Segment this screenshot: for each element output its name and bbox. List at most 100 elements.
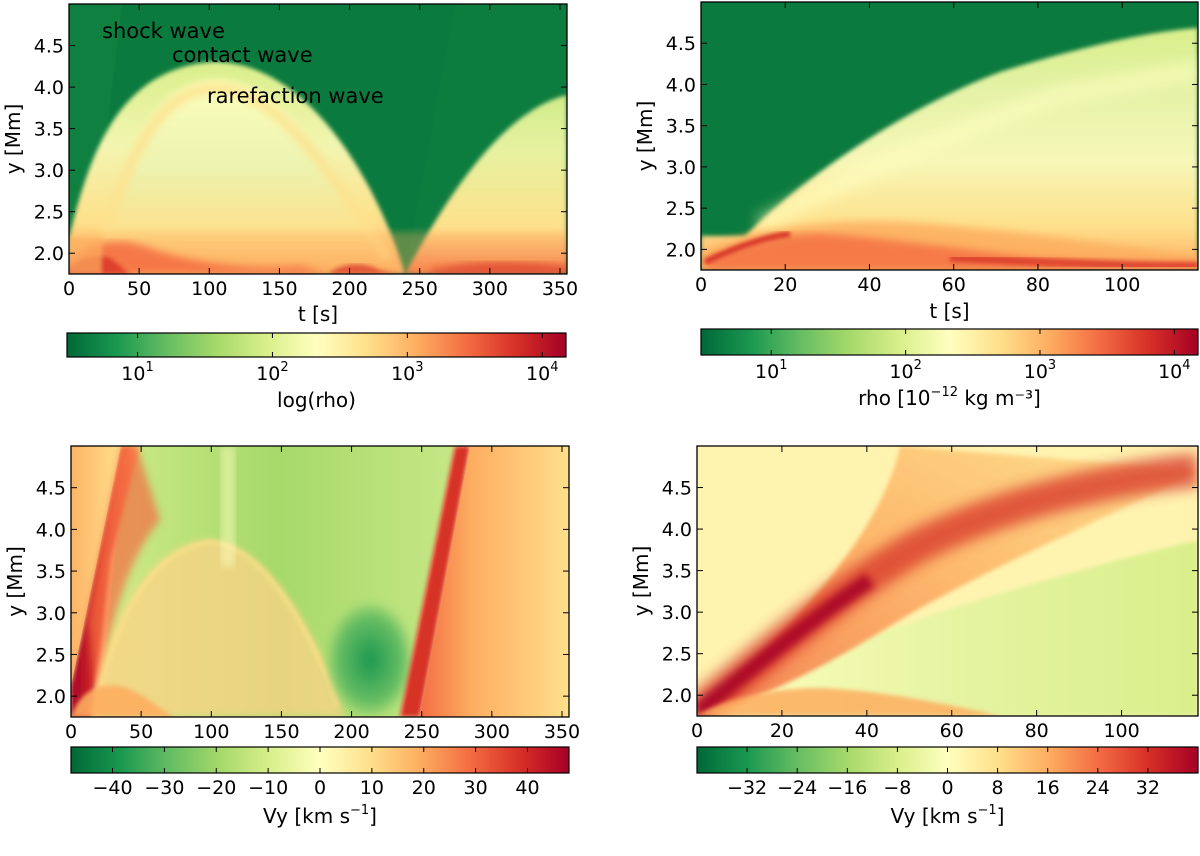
colorbar-tick-label: 8 — [992, 777, 1004, 799]
y-tick-label: 4.0 — [36, 519, 66, 541]
y-tick-label: 2.5 — [662, 644, 692, 666]
colorbar-tick-label: 10 — [360, 777, 384, 799]
x-axis-label: t [s] — [929, 299, 969, 323]
x-tick-label: 200 — [331, 278, 367, 300]
colorbar-tick-label: −32 — [727, 777, 767, 799]
x-tick-label: 0 — [695, 274, 707, 296]
colorbar-tick-label: −8 — [883, 777, 911, 799]
y-axis-label: y [Mm] — [633, 101, 657, 172]
y-tick-label: 2.5 — [666, 198, 696, 220]
x-tick-label: 150 — [261, 278, 297, 300]
x-tick-label: 60 — [940, 720, 964, 742]
annotation-contact-wave: contact wave — [172, 43, 313, 67]
x-tick-label: 0 — [65, 721, 77, 743]
x-tick-label: 80 — [1026, 274, 1050, 296]
colorbar-tick-label: 30 — [464, 777, 488, 799]
colorbar-tick-label: 0 — [314, 777, 326, 799]
panel-top-left: 0 50 100 150 200 250 300 350 2.0 2.5 3.0 3.5 4.0 4.5 t… — [1, 3, 578, 326]
y-tick-label: 2.0 — [34, 243, 64, 265]
x-tick-label: 100 — [191, 278, 227, 300]
x-tick-label: 350 — [544, 721, 580, 743]
y-axis-label: y [Mm] — [1, 104, 25, 175]
x-tick-label: 100 — [193, 721, 229, 743]
colorbar-tick-label: −24 — [777, 777, 817, 799]
colorbar-gradient — [700, 328, 1199, 356]
y-tick-label: 4.5 — [36, 478, 66, 500]
x-tick-label: 350 — [542, 278, 578, 300]
colorbar-tick-label: 102 — [256, 360, 288, 385]
axes-top-right: 0 20 40 60 80 100 2.0 2.5 3.0 3.5 4.0 4.5 t [s] y [Mm… — [633, 2, 1198, 323]
y-tick-label: 2.5 — [34, 202, 64, 224]
x-tick-label: 250 — [402, 278, 438, 300]
y-tick-label: 4.5 — [666, 33, 696, 55]
colorbar-tick-label: −10 — [248, 777, 288, 799]
annotation-rarefaction-wave: rarefaction wave — [207, 84, 384, 108]
y-axis-label: y [Mm] — [629, 546, 653, 617]
colorbar-tick-label: 101 — [755, 358, 787, 383]
colorbar-tick-label: 20 — [412, 777, 436, 799]
colorbar-tick-label: −20 — [196, 777, 236, 799]
heatmap-bottom-left — [71, 446, 569, 717]
colorbar-tick-label: 102 — [889, 358, 921, 383]
colorbar-tick-label: 104 — [1158, 358, 1190, 383]
y-tick-label: 3.5 — [666, 116, 696, 138]
colorbar-tick-label: 40 — [515, 777, 539, 799]
y-tick-label: 3.5 — [662, 561, 692, 583]
colorbar-tick-label: −30 — [144, 777, 184, 799]
heatmap-bottom-right — [697, 446, 1198, 716]
y-tick-label: 2.0 — [666, 239, 696, 261]
x-tick-label: 20 — [770, 720, 794, 742]
x-tick-label: 40 — [857, 274, 881, 296]
x-tick-label: 200 — [333, 721, 369, 743]
y-tick-label: 4.0 — [666, 74, 696, 96]
colorbar-tick-label: 103 — [391, 360, 423, 385]
colorbar-tick-label: 103 — [1024, 358, 1056, 383]
plot-frame — [68, 3, 568, 275]
x-tick-label: 100 — [1104, 274, 1140, 296]
colorbar-gradient — [66, 332, 567, 358]
colorbar-tick-label: 24 — [1086, 777, 1110, 799]
colorbar-tick-label: 104 — [526, 360, 558, 385]
plot-frame — [70, 445, 570, 718]
y-tick-label: 3.0 — [34, 160, 64, 182]
y-tick-label: 4.0 — [34, 77, 64, 99]
x-tick-label: 300 — [474, 721, 510, 743]
x-tick-label: 50 — [129, 721, 153, 743]
x-tick-label: 60 — [942, 274, 966, 296]
plot-frame — [700, 1, 1199, 271]
panel-bottom-left: 0501001502002503003502.02.53.03.54.04.5t… — [3, 445, 580, 770]
colorbar-label: rho [10−12 kg m⁻³] — [858, 385, 1041, 410]
colorbar-tick-label: 101 — [121, 360, 153, 385]
y-tick-label: 2.5 — [36, 644, 66, 666]
y-tick-label: 3.0 — [666, 157, 696, 179]
x-tick-label: 50 — [127, 278, 151, 300]
y-axis-label: y [Mm] — [3, 546, 27, 617]
x-axis-label: t [s] — [298, 302, 338, 326]
colorbar-tick-label: 32 — [1136, 777, 1160, 799]
heatmap-top-left — [69, 4, 567, 274]
x-tick-label: 0 — [63, 278, 75, 300]
heatmap-top-right — [701, 2, 1198, 270]
x-tick-label: 0 — [691, 720, 703, 742]
panel-top-right: 0 20 40 60 80 100 2.0 2.5 3.0 3.5 4.0 4.5 t [s] y [Mm… — [633, 1, 1199, 323]
x-tick-label: 250 — [404, 721, 440, 743]
colorbar-tick-label: −16 — [827, 777, 867, 799]
annotation-shock-wave: shock wave — [102, 19, 225, 43]
x-tick-label: 40 — [855, 720, 879, 742]
y-tick-label: 3.0 — [662, 602, 692, 624]
y-tick-label: 2.0 — [36, 686, 66, 708]
colorbar-tick-label: 16 — [1036, 777, 1060, 799]
axes-top-left: 0 50 100 150 200 250 300 350 2.0 2.5 3.0 3.5 4.0 4.5 t… — [1, 4, 578, 326]
colorbar-bottom-right: −32 −24 −16 −8 0 8 16 24 32 Vy [km s−1] — [696, 746, 1199, 828]
colorbar-top-right: 101 102 103 104 rho [10−12 kg m⁻³] — [700, 328, 1199, 410]
x-tick-label: 20 — [773, 274, 797, 296]
colorbar-tick-label: 0 — [941, 777, 953, 799]
y-tick-label: 3.0 — [36, 603, 66, 625]
x-tick-label: 80 — [1025, 720, 1049, 742]
colorbar-label: Vy [km s−1] — [891, 803, 1005, 828]
y-tick-label: 4.5 — [34, 36, 64, 58]
x-tick-label: 100 — [1103, 720, 1139, 742]
y-tick-label: 4.0 — [662, 519, 692, 541]
